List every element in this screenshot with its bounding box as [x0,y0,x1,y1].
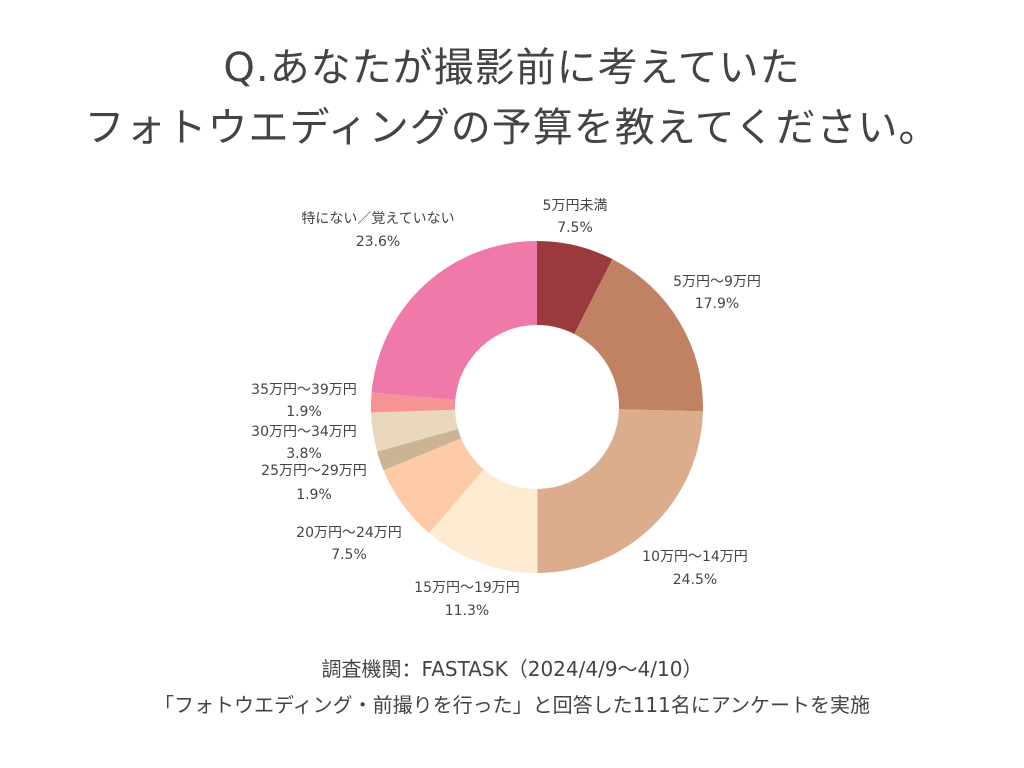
title-line-1: Q.あなたが撮影前に考えていた [223,45,801,91]
slice-category-label: 30万円～34万円 [251,424,357,440]
donut-slice [371,409,459,452]
donut-slice [429,469,538,574]
survey-source: 調査機関：FASTASK（2024/4/9〜4/10） [321,657,703,681]
donut-slices [371,241,703,574]
slice-percent-label: 3.8% [286,446,322,462]
donut-slice [537,241,613,334]
slice-percent-label: 11.3% [445,603,489,619]
slice-percent-label: 24.5% [673,572,717,588]
slice-labels: 5万円未満 7.5% 5万円～9万円 17.9% 10万円～14万円 24.5% 15万円～… [251,198,761,619]
title-line-2: フォトウエディングの予算を教えてください。 [84,105,940,151]
donut-slice [371,392,456,413]
slice-category-label: 10万円～14万円 [642,549,748,565]
donut-slice [371,241,537,400]
slice-category-label: 15万円～19万円 [414,580,520,596]
slice-percent-label: 7.5% [557,220,593,236]
slice-percent-label: 17.9% [695,296,739,312]
donut-slice [377,429,462,471]
donut-slice [383,438,484,534]
slice-percent-label: 7.5% [331,547,367,563]
donut-slice [574,259,703,412]
survey-note: 「フォトウエディング・前撮りを行った」と回答した111名にアンケートを実施 [154,693,870,717]
slice-percent-label: 1.9% [296,487,332,503]
slice-category-label: 5万円未満 [543,198,608,214]
slice-percent-label: 23.6% [356,234,400,250]
slice-category-label: 20万円～24万円 [296,525,402,541]
slice-category-label: 35万円～39万円 [251,382,357,398]
donut-slice [537,409,703,573]
slice-percent-label: 1.9% [286,404,322,420]
slice-category-label: 特にない／覚えていない [301,211,454,227]
slice-category-label: 25万円～29万円 [261,463,367,479]
slice-category-label: 5万円～9万円 [673,274,761,290]
